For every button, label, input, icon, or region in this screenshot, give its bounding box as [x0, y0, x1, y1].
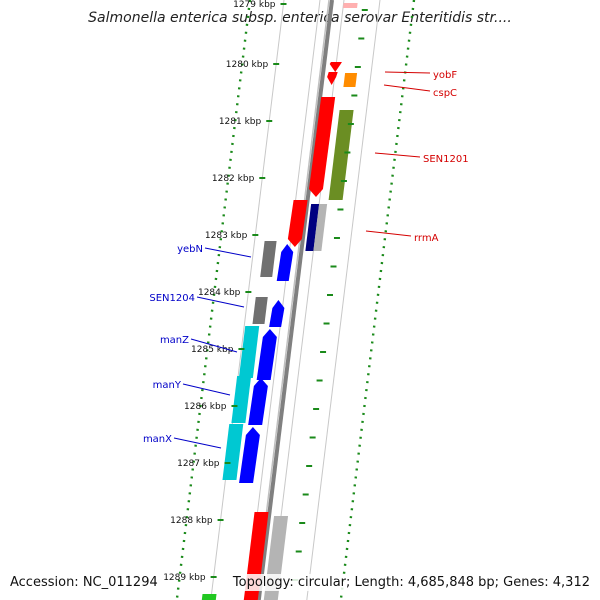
- scale-label: 1284 kbp: [198, 288, 241, 298]
- feature-rrmA: [287, 200, 308, 247]
- scale-label: 1280 kbp: [226, 60, 269, 70]
- backbone-highlight: [255, 0, 330, 600]
- map-title: Salmonella enterica subsp. enterica sero…: [88, 10, 512, 26]
- scale-label: 1279 kbp: [233, 0, 276, 10]
- track-line: [210, 0, 285, 600]
- feature-manZ-cog: [238, 326, 260, 378]
- feature-manX: [239, 427, 260, 483]
- feature-SEN1201: [308, 97, 336, 197]
- feature-manY: [248, 378, 268, 425]
- track-line: [306, 0, 381, 600]
- feature-yebN-cog: [260, 241, 277, 277]
- backbone: [255, 0, 334, 600]
- scale-label: 1289 kbp: [163, 573, 206, 583]
- feature-cspC: [343, 73, 358, 87]
- gene-label-rrmA: rrmA: [414, 233, 439, 244]
- leader-line: [383, 84, 431, 92]
- gene-label-manZ: manZ: [160, 335, 189, 346]
- accession-label: Accession: NC_011294: [8, 574, 160, 591]
- gene-label-yobF: yobF: [433, 70, 457, 81]
- gene-label-manX: manX: [143, 434, 172, 445]
- scale-ruler: 1279 kbp 1280 kbp 1281 kbp 1282 kbp 1283 kbp…: [163, 0, 368, 583]
- leader-line: [365, 230, 412, 237]
- scale-label: 1286 kbp: [184, 402, 227, 412]
- scale-label: 1281 kbp: [219, 117, 262, 127]
- gene-label-cspC: cspC: [433, 88, 457, 99]
- feature-SEN1204: [269, 300, 285, 327]
- genome-summary: Topology: circular; Length: 4,685,848 bp…: [230, 574, 592, 591]
- feature-yobF-2: [327, 72, 338, 85]
- leader-line: [196, 296, 245, 308]
- feature-rrmA-gray: [313, 204, 328, 251]
- feature-green: [201, 594, 217, 600]
- scale-label: 1282 kbp: [212, 174, 255, 184]
- gene-label-SEN1201: SEN1201: [423, 154, 469, 165]
- track-line: [270, 0, 345, 600]
- scale-label: 1288 kbp: [170, 516, 213, 526]
- leader-line: [190, 338, 238, 353]
- gene-label-SEN1204: SEN1204: [149, 293, 195, 304]
- dotted-track: [339, 0, 416, 600]
- feature-yobF: [329, 62, 342, 72]
- scale-label: 1285 kbp: [191, 345, 234, 355]
- feature-SEN1201-cog: [328, 110, 354, 200]
- feature-SEN1204-cog: [252, 297, 268, 324]
- feature-top: [343, 3, 358, 8]
- leader-line: [173, 437, 222, 449]
- leader-line: [384, 71, 431, 74]
- leader-line: [374, 152, 421, 158]
- backbone-line: [256, 0, 334, 600]
- feature-rrmA-cog: [305, 204, 320, 251]
- feature-manZ: [256, 329, 277, 380]
- gene-label-manY: manY: [153, 380, 182, 391]
- feature-manY-cog: [231, 376, 252, 423]
- feature-yebN: [276, 244, 294, 281]
- scale-label: 1283 kbp: [205, 231, 248, 241]
- leader-line: [204, 247, 252, 258]
- gene-label-yebN: yebN: [177, 244, 203, 255]
- feature-arrows: [201, 3, 358, 600]
- feature-manX-cog: [222, 424, 244, 480]
- scale-label: 1287 kbp: [177, 459, 220, 469]
- track-line: [246, 0, 321, 600]
- leader-line: [182, 383, 231, 396]
- gene-labels: yobF cspC SEN1201 rrmA yebN SEN1204 manZ manY ma…: [143, 70, 469, 449]
